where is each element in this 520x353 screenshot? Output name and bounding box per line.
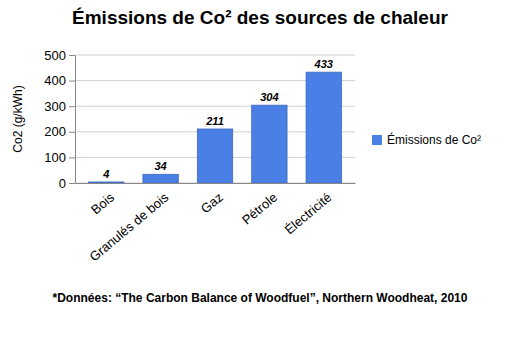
tick-label: 200	[44, 124, 66, 139]
tick-label: 100	[44, 150, 66, 165]
data-label: 433	[314, 58, 333, 70]
tick-label: 0	[59, 176, 66, 191]
y-tick: 300	[44, 99, 75, 114]
x-tick: Pétrole	[239, 190, 280, 228]
tick-mark	[69, 132, 75, 133]
data-labels: 4 34 211 304 433	[102, 58, 333, 180]
tick-label: Bois	[88, 189, 117, 217]
chart-title: Émissions de Co² des sources de chaleur	[72, 7, 449, 28]
grid-line	[75, 55, 355, 56]
tick-label: 300	[44, 99, 66, 114]
data-label: 211	[205, 115, 224, 127]
tick-label: Gaz	[198, 190, 226, 217]
bar	[252, 105, 287, 183]
tick-mark	[69, 81, 75, 82]
y-tick: 400	[44, 73, 75, 88]
legend-swatch	[372, 135, 382, 145]
y-axis: 0 100 200 300 400 500	[44, 48, 75, 191]
legend: Émissions de Co²	[372, 132, 481, 147]
axis-line	[75, 56, 76, 184]
axis-line	[76, 183, 356, 184]
y-tick: 0	[59, 176, 75, 191]
legend-label: Émissions de Co²	[387, 132, 481, 147]
tick-label: Pétrole	[239, 190, 280, 228]
bar	[306, 72, 341, 183]
y-tick: 100	[44, 150, 75, 165]
annotation: *Données: “The Carbon Balance of Woodfue…	[53, 291, 468, 305]
tick-mark	[69, 157, 75, 158]
tick-mark	[69, 106, 75, 107]
x-axis: BoisGranulés de bois Gaz PétroleÉlectricit…	[76, 184, 356, 265]
y-tick: 500	[44, 48, 75, 63]
bar	[143, 174, 178, 183]
x-tick: Gaz	[198, 190, 226, 217]
tick-label: 400	[44, 73, 66, 88]
y-tick: 200	[44, 124, 75, 139]
tick-label: 500	[44, 48, 66, 63]
bar	[89, 182, 124, 183]
grid	[75, 55, 355, 183]
bar	[197, 129, 232, 183]
x-tick: Granulés de bois	[86, 189, 171, 264]
tick-mark	[69, 55, 75, 56]
bars	[89, 72, 342, 183]
tick-label: Granulés de bois	[86, 189, 171, 264]
x-tick: Électricité	[282, 190, 335, 238]
tick-mark	[69, 183, 75, 184]
data-label: 4	[102, 168, 109, 180]
x-tick: Bois	[88, 189, 117, 217]
tick-label: Électricité	[282, 190, 335, 238]
data-label: 34	[155, 160, 167, 172]
chart: Émissions de Co² des sources de chaleur 0…	[0, 0, 520, 353]
data-label: 304	[260, 91, 278, 103]
axis-title: Co2 (g/kWh)	[11, 85, 25, 152]
